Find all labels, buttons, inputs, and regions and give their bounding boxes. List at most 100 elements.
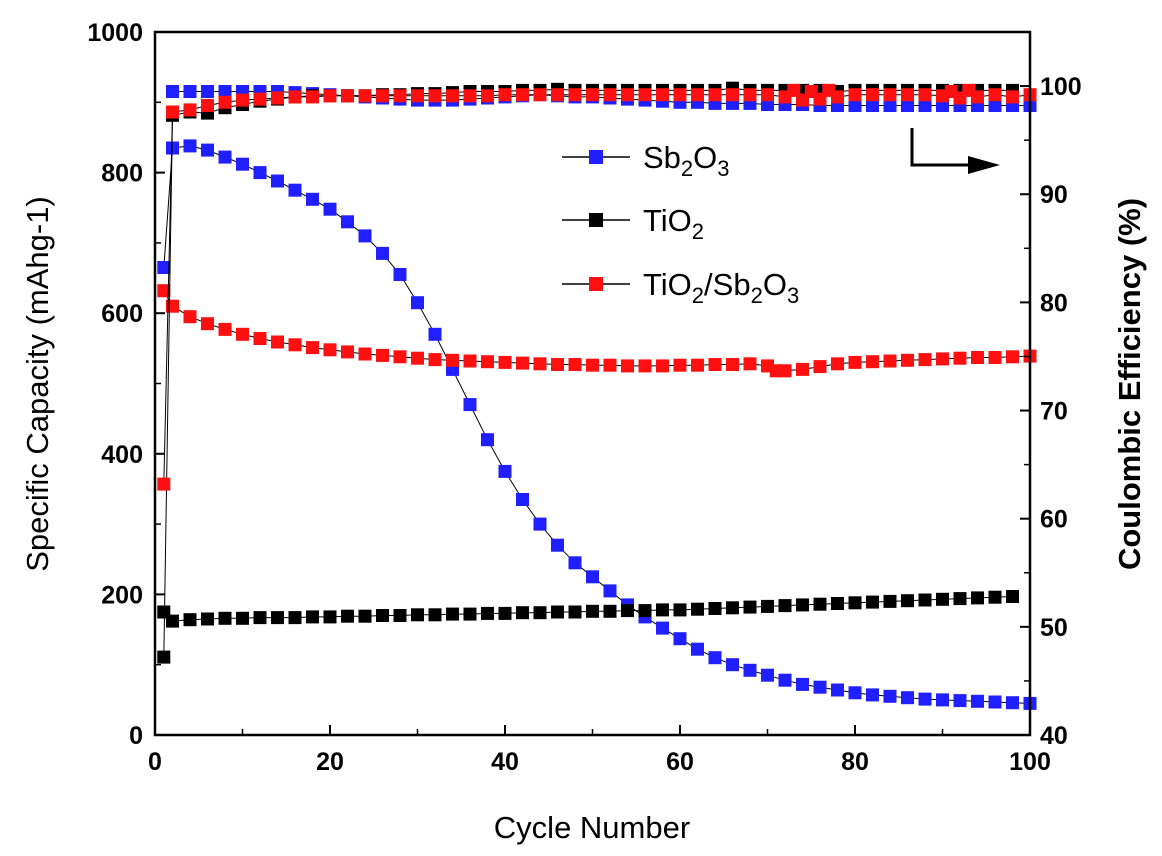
x-tick-label: 60: [666, 748, 694, 776]
data-point: [953, 694, 967, 708]
data-point: [971, 351, 984, 364]
data-point: [988, 88, 1002, 102]
data-point: [778, 673, 792, 687]
data-point: [831, 683, 844, 697]
legend-marker-tio2: [589, 213, 603, 227]
data-point: [411, 89, 424, 103]
data-point: [183, 613, 197, 627]
data-point: [708, 602, 722, 615]
data-point: [166, 141, 179, 155]
data-point: [726, 358, 739, 371]
data-point: [253, 92, 267, 106]
data-point: [516, 356, 529, 370]
data-point: [358, 609, 372, 623]
data-point: [393, 268, 407, 281]
data-point: [743, 663, 757, 677]
data-point: [428, 608, 442, 622]
data-point: [813, 360, 827, 374]
data-point: [341, 345, 354, 359]
data-point: [673, 603, 687, 617]
series-tio2-sb2o3-efficiency: [157, 83, 1037, 491]
legend-marker-sb2o3: [589, 150, 603, 164]
y-right-tick-label: 40: [1040, 722, 1068, 750]
data-point: [288, 90, 302, 104]
data-point: [306, 341, 319, 355]
data-point: [166, 614, 179, 628]
legend-composite-sub3: 3: [787, 283, 799, 308]
data-point: [411, 351, 424, 365]
data-point: [393, 609, 407, 622]
data-point: [323, 343, 337, 357]
data-point: [393, 89, 407, 103]
legend-item-sb2o3: Sb2O3: [562, 140, 730, 181]
data-point: [1006, 90, 1019, 104]
data-point: [848, 99, 862, 112]
data-point: [848, 686, 862, 700]
data-point: [201, 85, 214, 98]
legend-tio2-base1: TiO: [643, 203, 692, 238]
data-point: [498, 464, 512, 478]
data-point: [481, 355, 494, 369]
data-point: [183, 85, 197, 98]
data-point: [271, 91, 284, 105]
data-point: [603, 358, 617, 372]
data-point: [271, 611, 284, 625]
data-point: [691, 602, 704, 616]
series-sb2o3-capacity: [157, 139, 1037, 710]
data-point: [831, 357, 844, 371]
data-point: [341, 89, 354, 103]
legend-sb2o3-sub1: 2: [681, 156, 693, 181]
data-point: [936, 352, 949, 366]
legend: Sb2O3 TiO 2 TiO2/Sb2O3: [562, 140, 799, 308]
data-point: [656, 603, 669, 617]
data-point: [603, 88, 617, 102]
data-point: [953, 592, 967, 606]
data-point: [621, 604, 634, 618]
legend-composite-base2: /Sb: [704, 267, 751, 302]
data-point: [358, 347, 372, 361]
data-point: [708, 651, 722, 665]
y-right-tick-label: 80: [1040, 289, 1068, 317]
data-point: [236, 327, 249, 341]
data-point: [498, 88, 512, 102]
data-point: [568, 556, 582, 570]
legend-label-tio2-sb2o3: TiO2/Sb2O3: [643, 267, 799, 308]
data-point: [673, 632, 687, 646]
data-point: [288, 611, 302, 625]
data-point: [446, 89, 459, 103]
data-point: [358, 229, 372, 243]
y-left-tick-label: 0: [129, 722, 143, 750]
data-point: [761, 668, 774, 682]
data-point: [341, 215, 354, 229]
y-left-tick-label: 200: [101, 581, 143, 609]
data-point: [901, 99, 914, 112]
axis-indicator-arrow: [910, 128, 1000, 174]
data-point: [463, 354, 477, 368]
data-point: [796, 677, 809, 691]
data-point: [201, 317, 214, 331]
data-point: [393, 350, 407, 364]
data-point: [831, 597, 844, 610]
data-point: [796, 598, 809, 612]
y-left-tick-label: 600: [101, 300, 143, 328]
data-point: [656, 359, 669, 373]
data-point: [376, 348, 389, 362]
data-point: [726, 88, 739, 102]
series-tio2-sb2o3-capacity: [157, 284, 1037, 378]
y-right-tick-label: 90: [1040, 181, 1068, 209]
plot-frame: [153, 30, 1032, 737]
data-point: [971, 90, 984, 104]
data-point: [761, 88, 774, 102]
y-right-tick-label: 100: [1040, 73, 1082, 101]
data-point: [761, 599, 774, 613]
data-point: [638, 88, 652, 102]
data-point: [306, 90, 319, 104]
data-point: [323, 202, 337, 216]
data-point: [866, 355, 879, 369]
legend-sb2o3-base2: O: [693, 140, 717, 175]
arrow-head-icon: [968, 156, 1000, 174]
series-layer: [157, 81, 1037, 710]
data-point: [411, 296, 424, 310]
data-point: [901, 353, 914, 367]
data-point: [481, 89, 494, 103]
